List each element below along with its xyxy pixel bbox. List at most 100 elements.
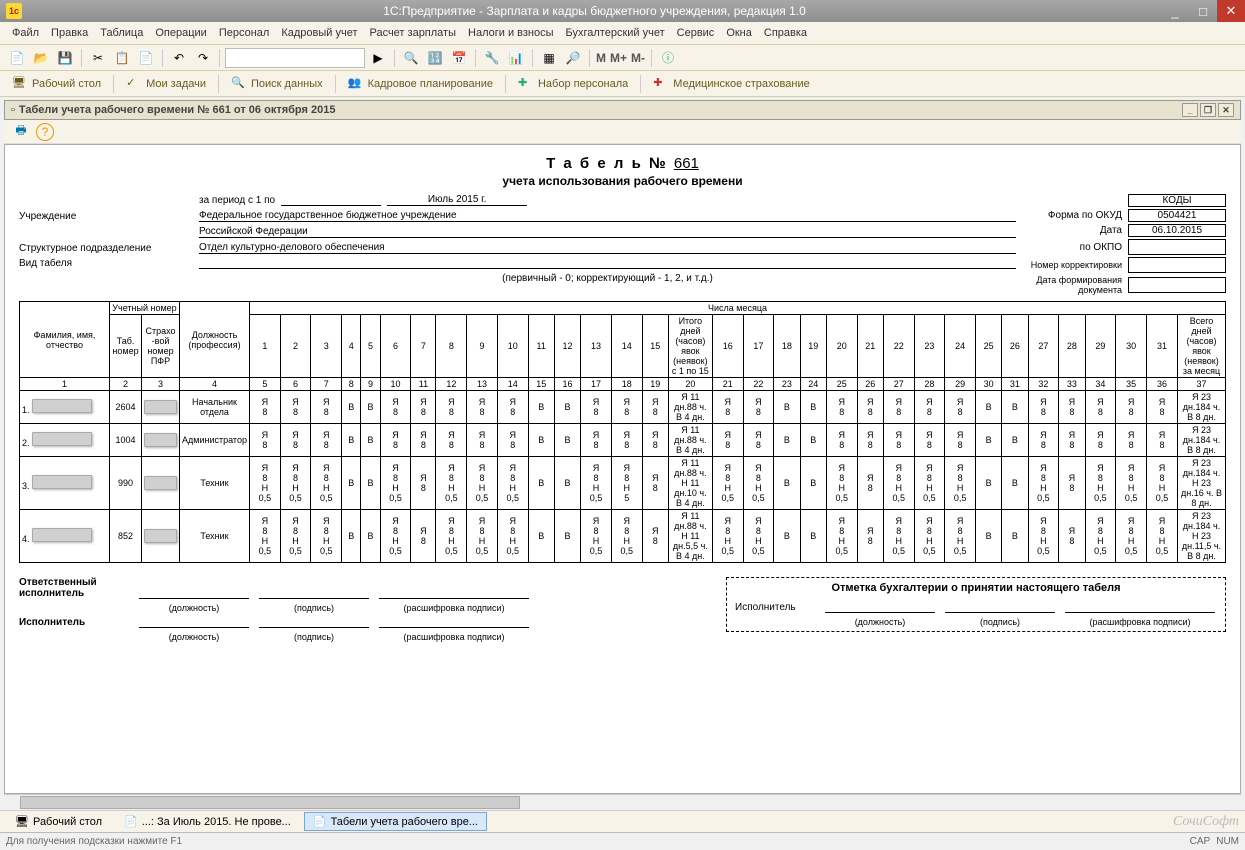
zoom-icon[interactable]: 🔎	[562, 47, 584, 69]
table-cell: Я8	[581, 424, 612, 457]
zoom-mplus-button[interactable]: M+	[609, 47, 628, 69]
sig-sign-caption: (подпись)	[259, 603, 369, 613]
save-icon[interactable]: 💾	[54, 47, 76, 69]
table-cell: Я8	[611, 391, 642, 424]
day-col: 19	[800, 315, 826, 378]
sig-dec-caption: (расшифровка подписи)	[379, 632, 529, 642]
zoom-m-button[interactable]: M	[595, 47, 607, 69]
table-cell: В	[361, 510, 380, 563]
nav-desktop-label: Рабочий стол	[32, 78, 101, 90]
close-button[interactable]: ✕	[1217, 0, 1245, 22]
table-row: 3. 990ТехникЯ8Н0,5Я8Н0,5Я8Н0,5ВВЯ8Н0,5Я8…	[20, 457, 1226, 510]
table-cell: Я8	[1028, 391, 1059, 424]
col-number: 7	[311, 378, 342, 391]
day-col: 5	[361, 315, 380, 378]
col-number: 27	[883, 378, 914, 391]
mdi-restore[interactable]: ❐	[1200, 103, 1216, 117]
day-col: 29	[1085, 315, 1116, 378]
nav-med-label: Медицинское страхование	[673, 78, 809, 90]
col-number: 3	[142, 378, 180, 391]
redacted-block	[1130, 241, 1224, 253]
nav-planning[interactable]: 👥 Кадровое планирование	[342, 74, 499, 94]
nav-search[interactable]: 🔍 Поиск данных	[225, 74, 329, 94]
search-go-icon[interactable]: ▶	[367, 47, 389, 69]
col-number: 32	[1028, 378, 1059, 391]
task-desktop[interactable]: 🖥 Рабочий стол	[6, 812, 111, 831]
col-number: 30	[975, 378, 1001, 391]
table-cell: Я8	[436, 424, 467, 457]
table-cell: Я8Н0,5	[914, 510, 945, 563]
table-cell: Я8Н0,5	[380, 457, 411, 510]
table-cell: Я8	[411, 424, 436, 457]
task-document[interactable]: 📄 ...: За Июль 2015. Не прове...	[115, 812, 300, 831]
print-icon[interactable]: 🖶	[10, 121, 32, 143]
tool2-icon[interactable]: 📊	[505, 47, 527, 69]
mdi-close[interactable]: ✕	[1218, 103, 1234, 117]
menu-service[interactable]: Сервис	[673, 25, 719, 41]
menu-salary[interactable]: Расчет зарплаты	[365, 25, 460, 41]
menu-windows[interactable]: Окна	[722, 25, 756, 41]
menu-table[interactable]: Таблица	[96, 25, 147, 41]
menu-hr[interactable]: Кадровый учет	[277, 25, 361, 41]
day-col: 14	[611, 315, 642, 378]
cut-icon[interactable]: ✂	[87, 47, 109, 69]
menu-personnel[interactable]: Персонал	[215, 25, 274, 41]
sig-line	[139, 577, 249, 599]
toolbar-search-input[interactable]	[225, 48, 365, 68]
nav-tasks[interactable]: ✓ Мои задачи	[120, 74, 212, 94]
nav-separator	[335, 75, 336, 93]
paste-icon[interactable]: 📄	[135, 47, 157, 69]
find-icon[interactable]: 🔍	[400, 47, 422, 69]
timesheet-print-form: Т а б е л ь № 661 учета использования ра…	[5, 145, 1240, 652]
day-col: 28	[1059, 315, 1085, 378]
new-icon[interactable]: 📄	[6, 47, 28, 69]
col-number: 8	[342, 378, 361, 391]
maximize-button[interactable]: □	[1189, 0, 1217, 22]
menu-help[interactable]: Справка	[760, 25, 811, 41]
minimize-button[interactable]: _	[1161, 0, 1189, 22]
col-number: 19	[642, 378, 668, 391]
toolbar-separator	[589, 49, 590, 67]
calc-icon[interactable]: 🔢	[424, 47, 446, 69]
task-active-document[interactable]: 📄 Табели учета рабочего вре...	[304, 812, 487, 831]
table-cell: Я8	[857, 424, 883, 457]
undo-icon[interactable]: ↶	[168, 47, 190, 69]
table-cell: 1.	[20, 391, 110, 424]
menu-operations[interactable]: Операции	[151, 25, 210, 41]
nav-desktop[interactable]: 🖥 Рабочий стол	[6, 74, 107, 94]
document-toolbar: 🖶 ?	[4, 120, 1241, 144]
table-cell: Я8	[1059, 510, 1085, 563]
help-round-icon[interactable]: ?	[36, 123, 54, 141]
calendar-icon[interactable]: 📅	[448, 47, 470, 69]
okpo-label: по ОКПО	[1026, 242, 1126, 253]
nav-med[interactable]: ✚ Медицинское страхование	[647, 74, 815, 94]
menu-edit[interactable]: Правка	[47, 25, 92, 41]
horizontal-scrollbar[interactable]	[4, 794, 1241, 810]
dept-value: Отдел культурно-делового обеспечения	[199, 242, 1016, 254]
mdi-minimize[interactable]: _	[1182, 103, 1198, 117]
table-cell: Я8	[380, 391, 411, 424]
table-cell	[142, 457, 180, 510]
okpo-value	[1128, 239, 1226, 255]
redo-icon[interactable]: ↷	[192, 47, 214, 69]
table-cell: Я8Н0,5	[436, 457, 467, 510]
day-col: 9	[467, 315, 498, 378]
col-number: 22	[743, 378, 774, 391]
zoom-mminus-button[interactable]: M-	[630, 47, 646, 69]
grid-icon[interactable]: ▦	[538, 47, 560, 69]
menu-file[interactable]: Файл	[8, 25, 43, 41]
table-cell: Я8	[1085, 424, 1116, 457]
table-cell: Я8	[411, 391, 436, 424]
menu-taxes[interactable]: Налоги и взносы	[464, 25, 558, 41]
sheet-subtitle: учета использования рабочего времени	[19, 174, 1226, 188]
copy-icon[interactable]: 📋	[111, 47, 133, 69]
open-icon[interactable]: 📂	[30, 47, 52, 69]
menu-accounting[interactable]: Бухгалтерский учет	[562, 25, 669, 41]
table-cell: Я8	[1028, 424, 1059, 457]
tool-icon[interactable]: 🔧	[481, 47, 503, 69]
table-cell: Я8	[611, 424, 642, 457]
nav-hire[interactable]: ✚ Набор персонала	[512, 74, 634, 94]
scrollbar-thumb[interactable]	[20, 796, 520, 809]
col-number: 28	[914, 378, 945, 391]
help-icon[interactable]: ⓘ	[657, 47, 679, 69]
